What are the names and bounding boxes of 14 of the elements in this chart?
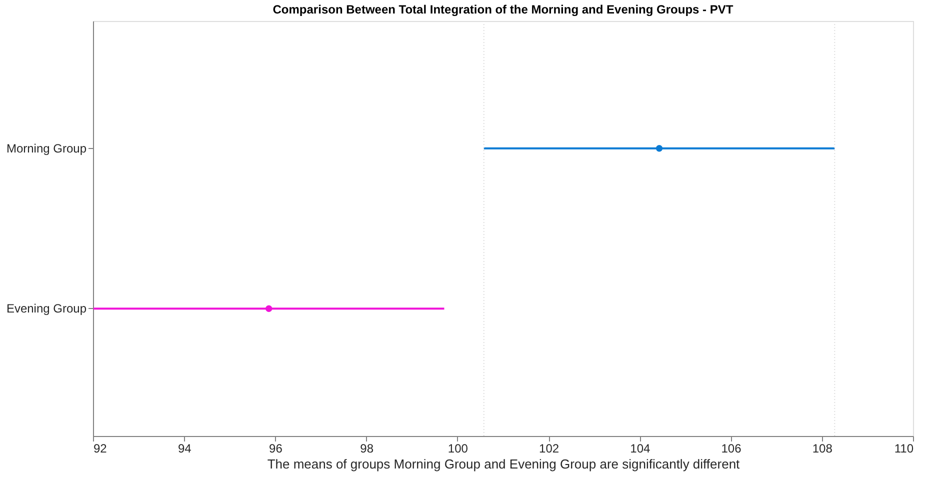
x-tick-label: 96 — [269, 442, 283, 456]
y-tick-label: Evening Group — [6, 302, 87, 316]
x-axis-title: The means of groups Morning Group and Evening Group are significantly different — [267, 456, 740, 472]
y-tick-label: Morning Group — [6, 141, 87, 156]
x-tick-label: 110 — [894, 442, 914, 456]
x-tick-label: 100 — [448, 442, 468, 456]
chart-title: Comparison Between Total Integration of the Morning and Evening Groups - PVT — [272, 2, 734, 16]
x-tick-label: 102 — [539, 442, 560, 456]
x-tick-label: 106 — [721, 442, 742, 456]
x-tick-label: 108 — [812, 442, 833, 456]
x-tick-label: 94 — [178, 442, 192, 456]
x-tick-label: 98 — [360, 442, 374, 456]
x-tick-label: 92 — [94, 442, 108, 456]
x-tick-label: 104 — [630, 442, 650, 456]
